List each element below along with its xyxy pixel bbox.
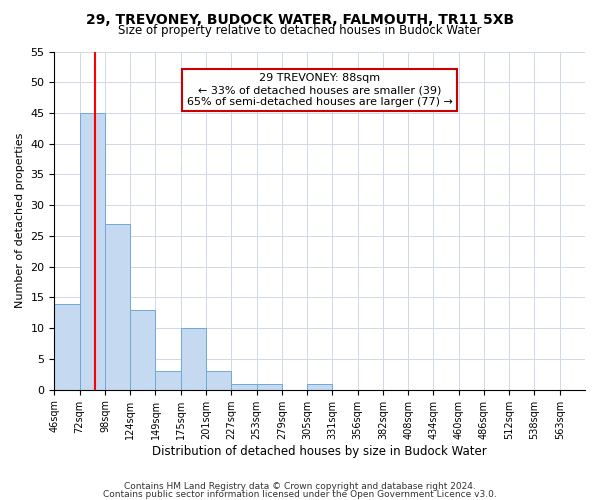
Text: Size of property relative to detached houses in Budock Water: Size of property relative to detached ho… — [118, 24, 482, 37]
Bar — [80, 113, 105, 390]
Bar — [231, 384, 257, 390]
Text: Contains HM Land Registry data © Crown copyright and database right 2024.: Contains HM Land Registry data © Crown c… — [124, 482, 476, 491]
Bar — [105, 224, 130, 390]
X-axis label: Distribution of detached houses by size in Budock Water: Distribution of detached houses by size … — [152, 444, 487, 458]
Bar — [55, 304, 80, 390]
Text: Contains public sector information licensed under the Open Government Licence v3: Contains public sector information licen… — [103, 490, 497, 499]
Bar — [206, 372, 231, 390]
Bar — [155, 372, 181, 390]
Bar — [307, 384, 332, 390]
Bar — [257, 384, 282, 390]
Bar — [181, 328, 206, 390]
Y-axis label: Number of detached properties: Number of detached properties — [15, 133, 25, 308]
Text: 29, TREVONEY, BUDOCK WATER, FALMOUTH, TR11 5XB: 29, TREVONEY, BUDOCK WATER, FALMOUTH, TR… — [86, 12, 514, 26]
Bar — [130, 310, 155, 390]
Text: 29 TREVONEY: 88sqm
← 33% of detached houses are smaller (39)
65% of semi-detache: 29 TREVONEY: 88sqm ← 33% of detached hou… — [187, 74, 452, 106]
